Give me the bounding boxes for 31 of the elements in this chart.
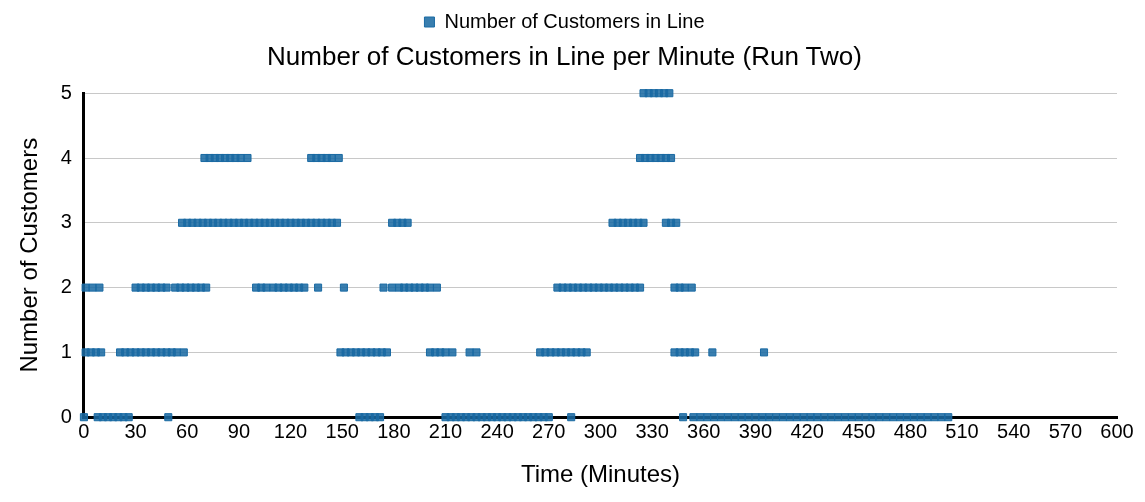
y-tick-label: 3 — [60, 210, 72, 233]
x-tick-label: 600 — [1100, 419, 1134, 442]
x-tick-label: 270 — [532, 419, 566, 442]
x-tick-label: 90 — [227, 419, 251, 442]
x-tick-label: 330 — [635, 419, 669, 442]
y-tick-label: 4 — [60, 145, 72, 168]
x-tick-label: 420 — [790, 419, 824, 442]
x-axis-title: Time (Minutes) — [520, 460, 681, 488]
y-tick-label: 1 — [60, 339, 72, 362]
x-tick-label: 30 — [124, 419, 147, 442]
x-tick-label: 300 — [583, 419, 618, 442]
y-tick-label: 0 — [60, 404, 72, 427]
x-tick-label: 390 — [738, 419, 773, 442]
y-tick-label: 5 — [60, 80, 72, 103]
x-tick-label: 450 — [842, 419, 876, 442]
y-axis-title: Number of Customers — [15, 137, 43, 373]
x-tick-label: 60 — [176, 419, 199, 442]
x-tick-label: 210 — [428, 419, 463, 442]
legend-label: Number of Customers in Line — [444, 9, 705, 32]
x-tick-label: 180 — [377, 419, 411, 442]
x-tick-label: 540 — [997, 419, 1031, 442]
chart-title: Number of Customers in Line per Minute (Run Two) — [267, 40, 862, 71]
x-tick-label: 510 — [945, 419, 979, 442]
y-tick-label: 2 — [60, 275, 72, 298]
x-tick-label: 570 — [1048, 419, 1083, 442]
x-tick-label: 0 — [78, 419, 90, 442]
x-tick-label: 120 — [273, 419, 308, 442]
x-tick-label: 360 — [687, 419, 721, 442]
x-tick-label: 150 — [325, 419, 359, 442]
x-tick-label: 240 — [480, 419, 514, 442]
x-tick-label: 480 — [893, 419, 928, 442]
